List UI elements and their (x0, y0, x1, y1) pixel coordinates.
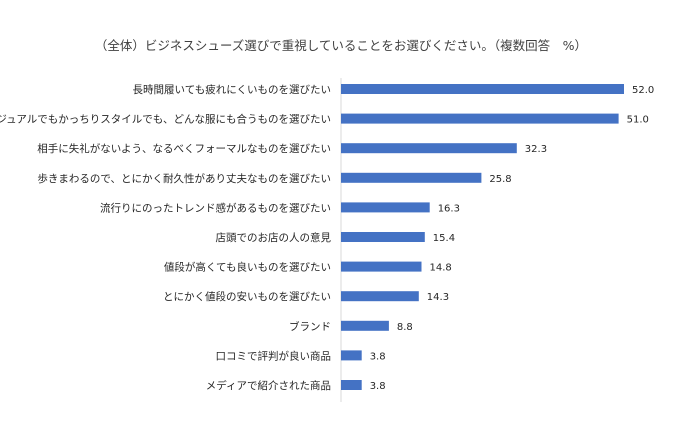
value-label-4: 25.8 (489, 174, 511, 185)
value-label-6: 15.4 (433, 233, 455, 244)
value-label-9: 8.8 (397, 322, 413, 333)
category-label-1: 長時間履いても疲れにくいものを選びたい (133, 83, 331, 96)
chart-title: （全体）ビジネスシューズ選びで重視していることをお選びください。（複数回答 %） (95, 38, 587, 53)
value-label-7: 14.8 (430, 263, 452, 274)
value-label-5: 16.3 (438, 203, 460, 214)
bar-11 (341, 380, 362, 390)
bar-10 (341, 350, 362, 361)
category-labels-group: 長時間履いても疲れにくいものを選びたいカジュアルでもかっちりスタイルでも、どんな… (0, 83, 331, 392)
value-label-2: 51.0 (627, 115, 649, 126)
value-label-3: 32.3 (525, 144, 547, 155)
category-label-3: 相手に失礼がないよう、なるべくフォーマルなものを選びたい (37, 142, 331, 155)
bar-3 (341, 143, 517, 154)
bar-6 (341, 232, 425, 242)
category-label-4: 歩きまわるので、とにかく耐久性があり丈夫なものを選びたい (37, 172, 331, 185)
bar-2 (341, 113, 619, 124)
value-label-1: 52.0 (632, 85, 654, 96)
bars-group (341, 84, 624, 390)
bar-4 (341, 172, 482, 183)
bar-7 (341, 261, 422, 272)
bar-1 (341, 84, 624, 94)
category-label-5: 流行りにのったトレンド感があるものを選びたい (100, 201, 331, 214)
value-label-11: 3.8 (370, 381, 386, 392)
bar-9 (341, 320, 389, 331)
category-label-2: カジュアルでもかっちりスタイルでも、どんな服にも合うものを選びたい (0, 113, 331, 126)
category-label-7: 値段が高くても良いものを選びたい (164, 261, 331, 274)
category-label-6: 店頭でのお店の人の意見 (216, 231, 332, 244)
bar-5 (341, 202, 430, 213)
category-label-8: とにかく値段の安いものを選びたい (163, 290, 331, 303)
value-labels-group: 52.0 51.0 32.3 25.8 16.3 15.4 14.8 14.3 8.8 3.8 3.… (370, 85, 655, 392)
bar-8 (341, 291, 419, 302)
category-label-10: 口コミで評判が良い商品 (216, 349, 332, 362)
value-label-10: 3.8 (370, 351, 386, 362)
category-label-11: メディアで紹介された商品 (206, 379, 331, 392)
value-label-8: 14.3 (427, 292, 449, 303)
category-label-9: ブランド (289, 320, 331, 333)
